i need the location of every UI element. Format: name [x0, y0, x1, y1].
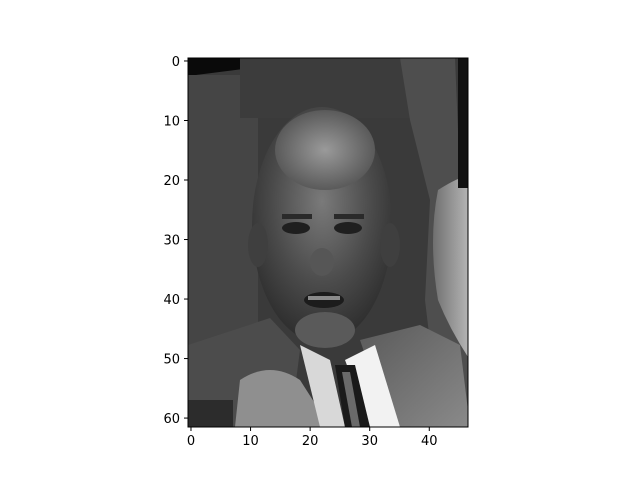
heatmap-image: [188, 58, 468, 427]
x-tick-label: 40: [421, 434, 438, 449]
y-tick-label: 0: [172, 55, 180, 70]
x-tick-label: 10: [242, 434, 259, 449]
y-tick-label: 20: [163, 174, 180, 189]
y-tick-label: 10: [163, 114, 180, 129]
x-tick-label: 0: [187, 434, 195, 449]
y-tick-label: 30: [163, 234, 180, 249]
axes-frame: [187, 57, 469, 428]
x-tick-label: 20: [302, 434, 319, 449]
x-tick-label: 30: [361, 434, 378, 449]
y-tick-label: 60: [163, 412, 180, 427]
y-axis: 0 10 20 30 40 50 60: [163, 55, 188, 427]
x-axis: 0 10 20 30 40: [187, 427, 438, 449]
y-tick-label: 40: [163, 293, 180, 308]
y-tick-label: 50: [163, 353, 180, 368]
